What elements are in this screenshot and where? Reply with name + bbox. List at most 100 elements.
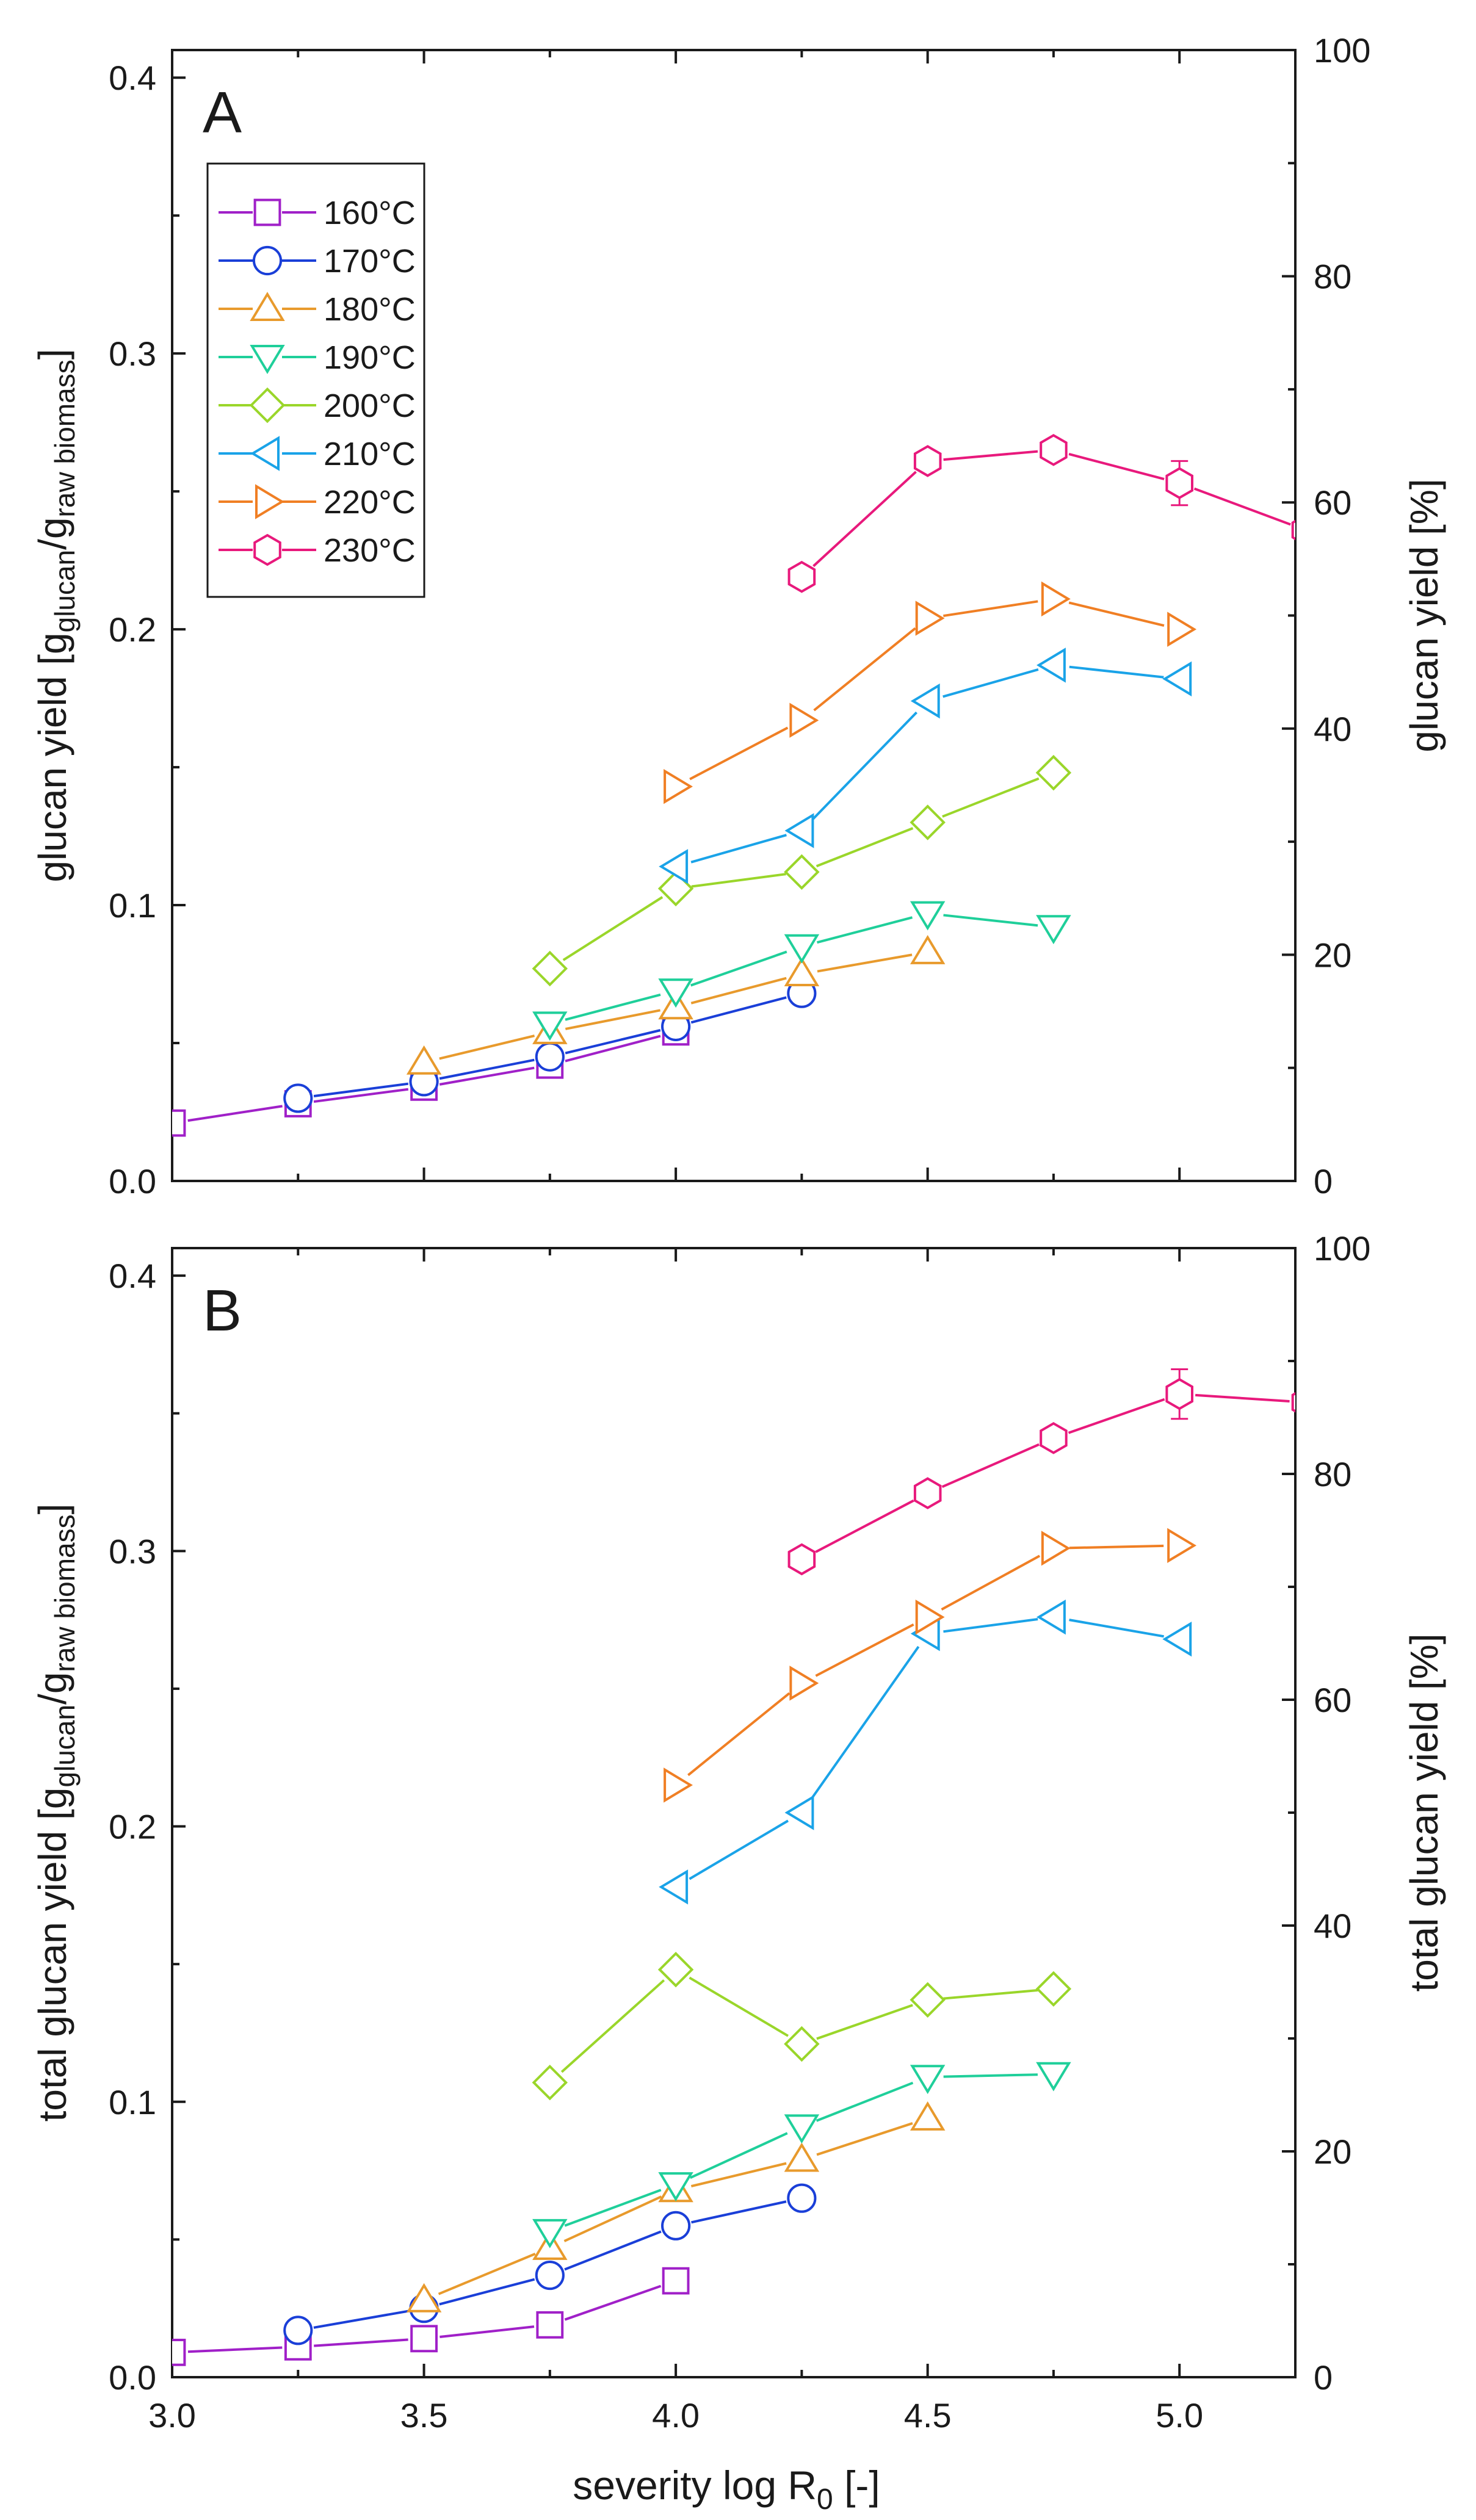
- y-right-axis-label: total glucan yield [%]: [1402, 1634, 1446, 1992]
- data-point: [532, 950, 568, 987]
- legend-marker: [249, 387, 286, 424]
- series-line: [314, 2338, 408, 2347]
- data-point: [283, 1083, 313, 1113]
- series-190c: [532, 2062, 1071, 2248]
- data-point: [535, 2260, 565, 2291]
- y-tick-label: 0.4: [109, 1257, 156, 1295]
- legend-marker: [253, 198, 281, 226]
- y-axis-label-main: glucan yield [g: [31, 632, 74, 882]
- series-line: [313, 2309, 409, 2329]
- series-200c: [532, 1951, 1072, 2101]
- series-line: [941, 1554, 1041, 1611]
- y-right-tick-label: 100: [1314, 1229, 1370, 1268]
- data-point: [1165, 467, 1193, 499]
- panel-b: 3.0 3.5 4.0 4.5 5.0 0.0 0.1 0.2 0.3 0.4 0 20 40 60 80 1…: [31, 1229, 1446, 2435]
- series-line: [690, 950, 787, 987]
- data-point: [536, 2311, 564, 2339]
- data-point: [910, 683, 940, 719]
- series-line: [565, 1029, 661, 1055]
- series-line: [1069, 1619, 1164, 1638]
- x-tick-label: 3.0: [148, 2396, 196, 2435]
- y-right-axis-label: glucan yield [%]: [1402, 478, 1446, 752]
- data-point: [784, 2142, 820, 2172]
- data-point: [913, 445, 942, 477]
- y-right-tick-label: 100: [1314, 31, 1370, 70]
- plot-frame: [171, 1247, 1297, 2378]
- data-point: [664, 768, 693, 804]
- data-point: [658, 978, 693, 1008]
- y-tick-label: 0.4: [109, 59, 156, 97]
- data-point: [1035, 754, 1072, 791]
- data-point: [784, 813, 814, 848]
- data-point: [1035, 1971, 1072, 2007]
- series-line: [690, 2162, 787, 2188]
- series-line: [439, 2278, 535, 2306]
- data-point: [535, 1042, 565, 1072]
- data-point: [910, 2101, 946, 2131]
- legend-marker: [250, 292, 285, 321]
- data-point: [910, 901, 946, 931]
- data-point: [787, 560, 816, 593]
- series-line: [943, 1618, 1038, 1633]
- data-point: [657, 870, 694, 907]
- series-line: [942, 777, 1040, 818]
- data-point: [406, 1045, 442, 1075]
- x-axis-label-tail: [-]: [833, 2463, 880, 2508]
- series-line: [439, 1066, 535, 1086]
- x-tick-label: 4.0: [652, 2396, 700, 2435]
- x-tick-label: 5.0: [1156, 2396, 1203, 2435]
- series-line: [1195, 1393, 1290, 1403]
- series-line: [565, 993, 661, 1021]
- data-point: [1036, 915, 1071, 945]
- y-tick-label: 0.3: [109, 334, 156, 373]
- series-line: [816, 2122, 913, 2156]
- data-point: [1041, 1531, 1071, 1566]
- data-point: [658, 2172, 693, 2201]
- series-line: [690, 977, 787, 1005]
- data-point: [532, 1011, 568, 1041]
- data-point: [1291, 519, 1295, 541]
- legend-box: [206, 162, 425, 598]
- series-170c: [283, 978, 817, 1113]
- y-tick-label: 0.3: [109, 1532, 156, 1570]
- data-point: [659, 849, 689, 884]
- series-160c: [172, 2267, 690, 2366]
- data-point: [410, 2325, 438, 2353]
- data-point: [662, 2267, 690, 2295]
- data-point: [172, 2339, 186, 2366]
- data-point: [784, 934, 820, 964]
- series-line: [816, 2004, 913, 2040]
- panel-label: B: [203, 1278, 242, 1343]
- data-point: [661, 2211, 691, 2240]
- data-point: [1162, 1621, 1192, 1657]
- series-line: [1069, 665, 1164, 679]
- legend-label: 200°C: [324, 388, 416, 424]
- y-tick-label: 0.2: [109, 1808, 156, 1846]
- x-tick-label: 3.5: [400, 2396, 448, 2435]
- data-point: [784, 1795, 814, 1830]
- data-point: [787, 1543, 816, 1576]
- y-axis-label-tail: ]: [31, 348, 74, 359]
- data-point: [910, 935, 946, 964]
- data-point: [784, 854, 820, 890]
- y-tick-label: 0.2: [109, 610, 156, 649]
- legend-marker: [250, 436, 280, 471]
- series-line: [562, 896, 664, 961]
- y-right-tick-label: 0: [1314, 1162, 1333, 1200]
- x-axis-label: severity log R0 [-]: [573, 2463, 880, 2516]
- series-line: [815, 1623, 914, 1677]
- y-tick-label: 0.0: [109, 2358, 156, 2397]
- y-right-tick-label: 80: [1314, 258, 1351, 296]
- y-axis-label-sub: raw biomass: [49, 359, 81, 517]
- series-230c: [787, 1368, 1295, 1576]
- data-point: [172, 1109, 186, 1137]
- data-point: [784, 2026, 820, 2062]
- data-point: [910, 2065, 946, 2095]
- series-line: [1068, 453, 1165, 480]
- y-right-tick-label: 40: [1314, 710, 1351, 748]
- y-axis-label-main: total glucan yield [g: [31, 1788, 74, 2122]
- series-line: [564, 2189, 662, 2227]
- y-axis-label-sub: raw biomass: [49, 1514, 81, 1672]
- y-axis-label-mid: /g: [31, 517, 74, 549]
